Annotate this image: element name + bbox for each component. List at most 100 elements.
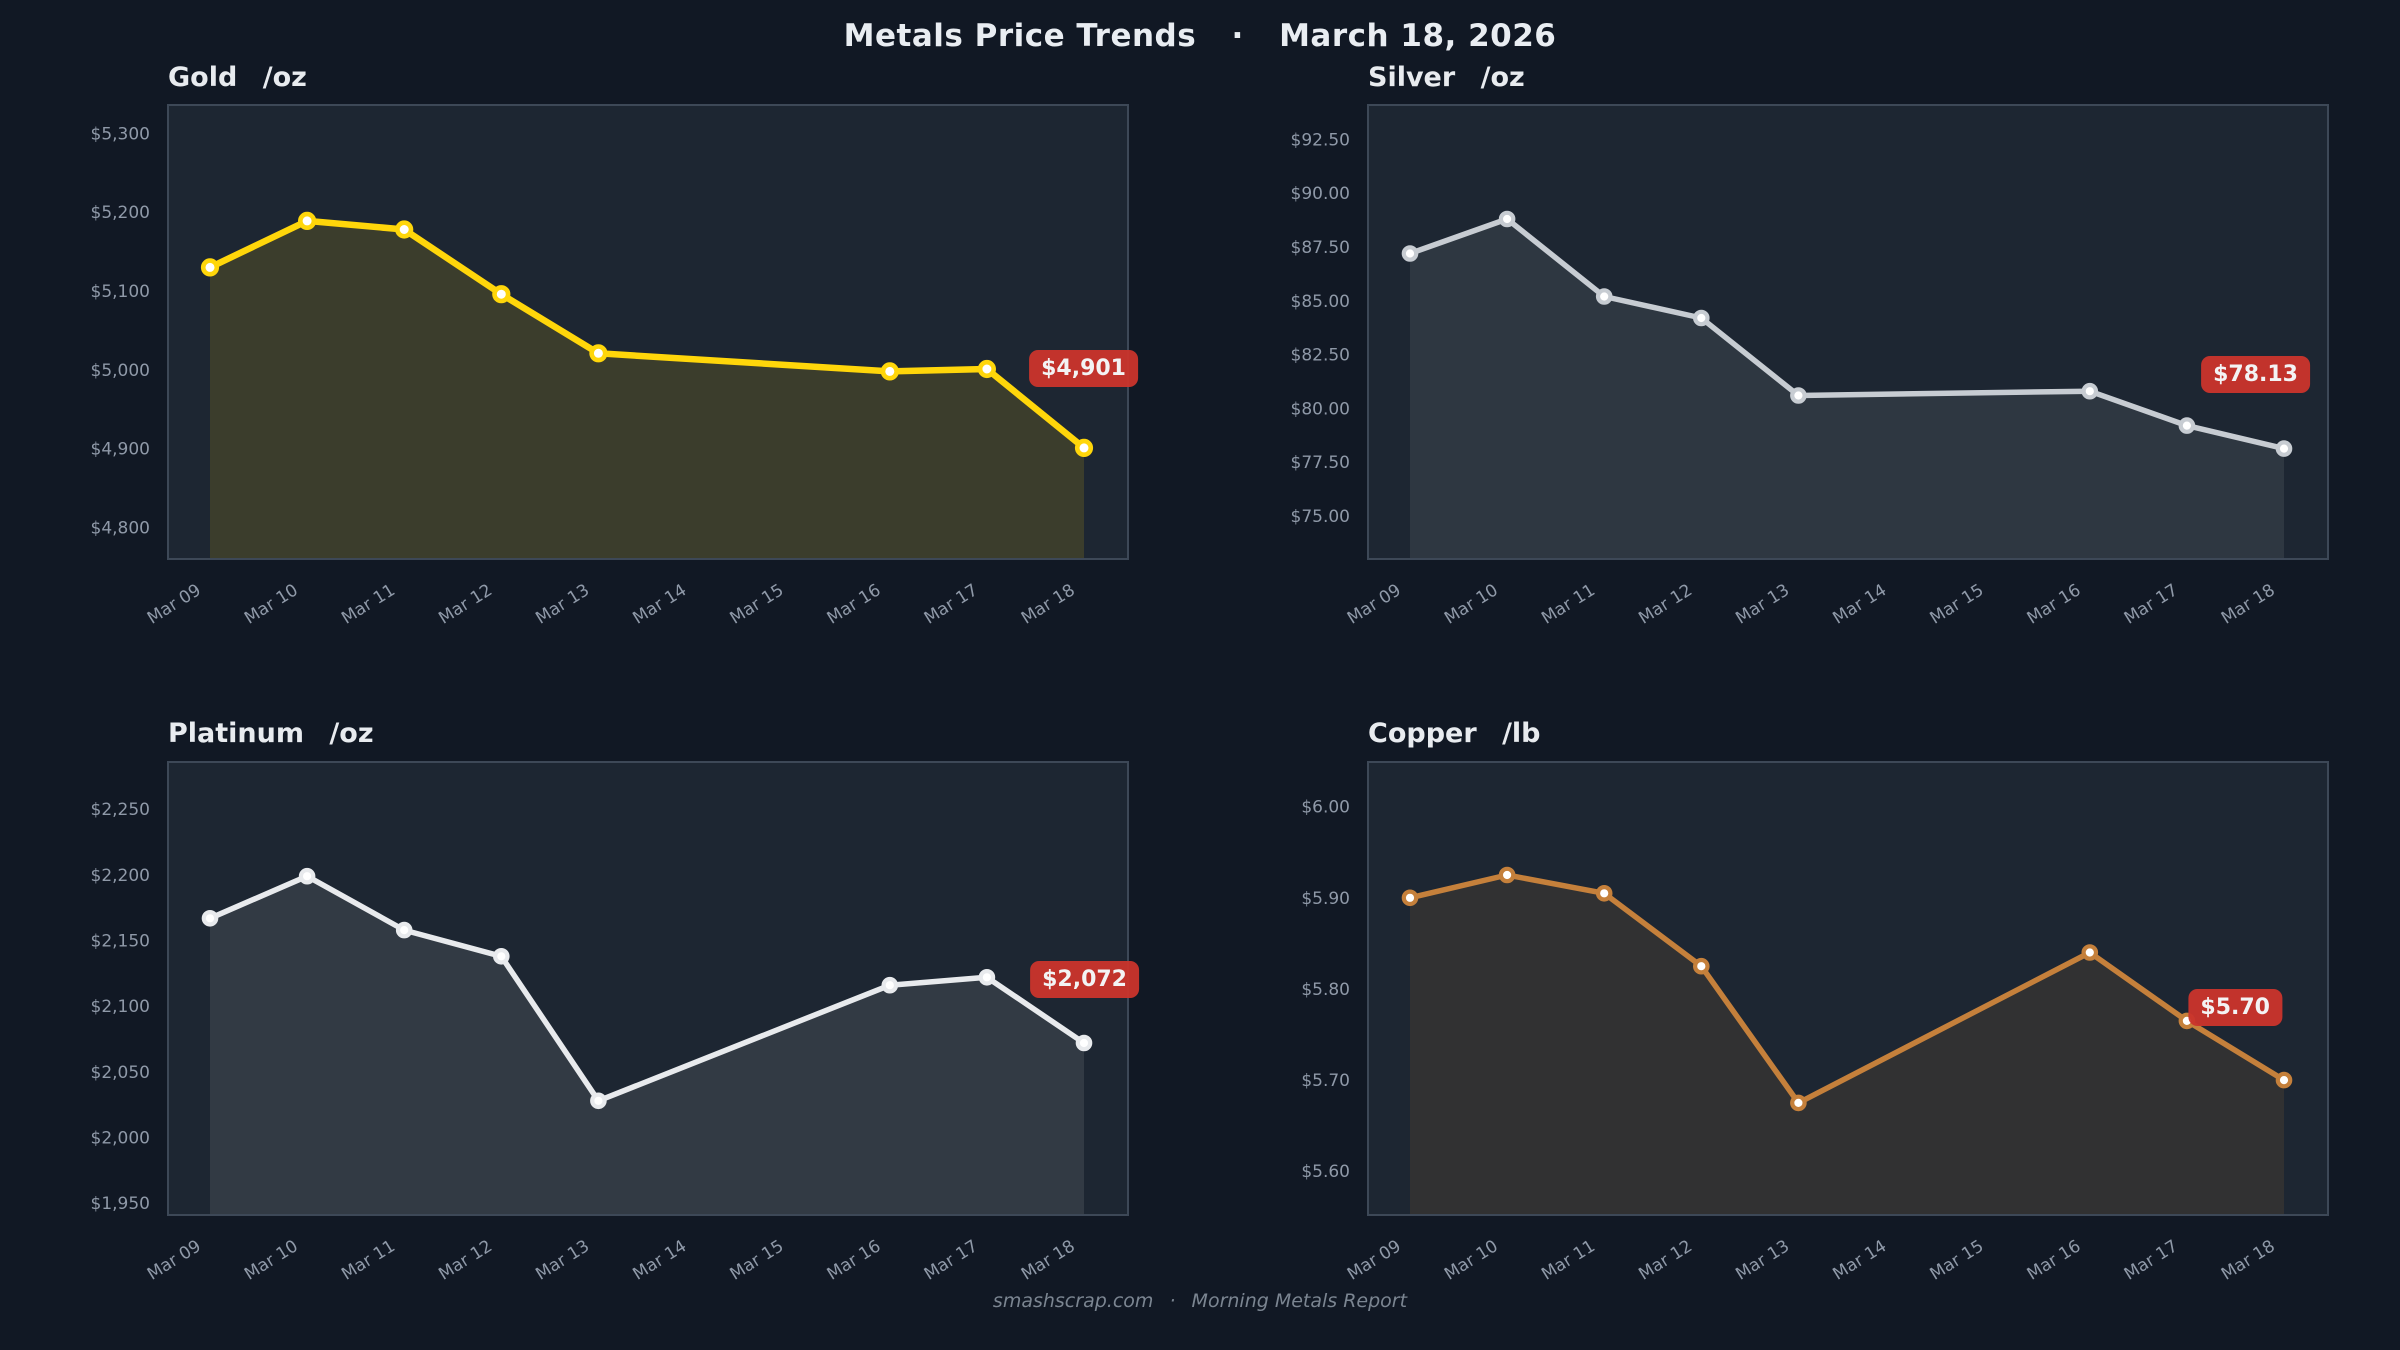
x-tick-label: Mar 15 bbox=[727, 580, 788, 628]
x-tick-label: Mar 18 bbox=[2218, 580, 2279, 628]
y-tick-label: $92.50 bbox=[1291, 130, 1350, 150]
x-tick-label: Mar 11 bbox=[338, 1236, 399, 1284]
gold-chart-unit: /oz bbox=[262, 62, 307, 93]
x-tick-label: Mar 09 bbox=[1344, 1236, 1405, 1284]
x-tick-label: Mar 10 bbox=[241, 580, 302, 628]
data-point-marker bbox=[492, 285, 511, 304]
x-tick-label: Mar 14 bbox=[629, 580, 690, 628]
data-point-marker bbox=[492, 947, 510, 965]
y-tick-label: $1,950 bbox=[91, 1194, 150, 1214]
gold-chart: Gold /oz $5,300 $5,200 $5,100 $5,000 $4,900 $… bbox=[0, 0, 1200, 675]
x-tick-label: Mar 15 bbox=[727, 1236, 788, 1284]
data-point-marker bbox=[2081, 944, 2099, 961]
price-line bbox=[1407, 216, 2287, 452]
y-tick-label: $77.50 bbox=[1291, 453, 1350, 473]
data-point-marker bbox=[1790, 387, 1807, 404]
data-point-marker bbox=[395, 220, 414, 239]
data-point-marker bbox=[881, 976, 899, 994]
data-point-marker bbox=[1595, 885, 1613, 902]
y-tick-label: $85.00 bbox=[1291, 292, 1350, 312]
plot-panel bbox=[1367, 104, 2329, 560]
price-line bbox=[1407, 872, 2287, 1106]
y-tick-label: $2,050 bbox=[91, 1063, 150, 1083]
copper-last-price-badge: $5.70 bbox=[2188, 989, 2282, 1027]
data-point-marker bbox=[1075, 1034, 1093, 1052]
y-tick-label: $87.50 bbox=[1291, 238, 1350, 258]
x-tick-label: Mar 09 bbox=[144, 580, 205, 628]
x-tick-label: Mar 12 bbox=[1635, 1236, 1696, 1284]
y-tick-label: $82.50 bbox=[1291, 346, 1350, 366]
price-line bbox=[207, 873, 1087, 1104]
y-tick-label: $5.60 bbox=[1301, 1162, 1350, 1182]
y-tick-label: $5,000 bbox=[91, 361, 150, 381]
silver-chart-title-text: Silver bbox=[1368, 62, 1456, 93]
x-tick-label: Mar 16 bbox=[2024, 580, 2085, 628]
data-point-marker bbox=[1595, 288, 1613, 305]
x-tick-label: Mar 17 bbox=[2121, 580, 2182, 628]
x-tick-label: Mar 10 bbox=[1441, 1236, 1502, 1284]
page-title-separator: · bbox=[1231, 18, 1244, 54]
x-tick-label: Mar 16 bbox=[824, 1236, 885, 1284]
x-tick-label: Mar 18 bbox=[2218, 1236, 2279, 1284]
data-point-marker bbox=[1790, 1094, 1807, 1112]
y-tick-label: $5.70 bbox=[1301, 1071, 1350, 1091]
plot-panel bbox=[1367, 761, 2329, 1216]
silver-last-price-badge: $78.13 bbox=[2201, 355, 2310, 393]
silver-chart-title: Silver /oz bbox=[1368, 62, 1525, 93]
data-point-marker bbox=[1498, 210, 1516, 228]
plot-panel bbox=[167, 104, 1129, 560]
data-point-marker bbox=[1074, 438, 1094, 458]
x-tick-label: Mar 09 bbox=[1344, 580, 1405, 628]
data-point-marker bbox=[298, 211, 317, 230]
y-tick-label: $2,200 bbox=[91, 866, 150, 886]
y-tick-label: $2,150 bbox=[91, 932, 150, 952]
x-tick-label: Mar 14 bbox=[629, 1236, 690, 1284]
data-point-marker bbox=[1498, 866, 1516, 884]
gold-last-price-badge: $4,901 bbox=[1029, 349, 1138, 388]
data-point-marker bbox=[1692, 957, 1710, 975]
y-tick-label: $5,300 bbox=[91, 124, 150, 144]
data-point-marker bbox=[589, 344, 608, 363]
y-tick-label: $4,800 bbox=[91, 518, 150, 538]
data-point-marker bbox=[2275, 440, 2293, 457]
x-tick-label: Mar 13 bbox=[1732, 1236, 1793, 1284]
plot-panel bbox=[167, 761, 1129, 1216]
platinum-last-price-badge: $2,072 bbox=[1030, 960, 1139, 999]
x-tick-label: Mar 16 bbox=[2024, 1236, 2085, 1284]
y-tick-label: $2,250 bbox=[91, 800, 150, 820]
y-tick-label: $90.00 bbox=[1291, 184, 1350, 204]
x-tick-label: Mar 11 bbox=[1538, 580, 1599, 628]
data-point-marker bbox=[2275, 1071, 2293, 1089]
footer-separator: · bbox=[1169, 1290, 1176, 1312]
page-title-date: March 18, 2026 bbox=[1279, 18, 1557, 54]
y-tick-label: $5,200 bbox=[91, 203, 150, 223]
x-tick-label: Mar 13 bbox=[1732, 580, 1793, 628]
x-tick-label: Mar 09 bbox=[144, 1236, 205, 1284]
x-tick-label: Mar 16 bbox=[824, 580, 885, 628]
data-point-marker bbox=[200, 258, 220, 277]
data-point-marker bbox=[880, 362, 899, 381]
price-area bbox=[1410, 875, 2284, 1214]
page-footer: smashscrap.com · Morning Metals Report bbox=[0, 1290, 2400, 1312]
y-tick-label: $5.90 bbox=[1301, 889, 1350, 909]
platinum-chart: Platinum /oz $2,250 $2,200 $2,150 $2,100 $2,… bbox=[0, 675, 1200, 1350]
copper-chart-title: Copper /lb bbox=[1368, 718, 1541, 749]
silver-chart-unit: /oz bbox=[1480, 62, 1525, 93]
gold-chart-title-text: Gold bbox=[168, 62, 238, 93]
gold-plot: $5,300 $5,200 $5,100 $5,000 $4,900 $4,800 Mar … bbox=[91, 104, 1129, 629]
copper-plot: $6.00 $5.90 $5.80 $5.70 $5.60 Mar 09 Mar 10 Mar… bbox=[1301, 761, 2329, 1285]
y-tick-label: $6.00 bbox=[1301, 798, 1350, 818]
copper-chart: Copper /lb $6.00 $5.90 $5.80 $5.70 $5.60 Mar … bbox=[1200, 675, 2400, 1350]
x-tick-label: Mar 17 bbox=[2121, 1236, 2182, 1284]
x-tick-label: Mar 18 bbox=[1018, 580, 1079, 628]
y-tick-label: $75.00 bbox=[1291, 507, 1350, 527]
platinum-chart-unit: /oz bbox=[329, 718, 374, 749]
x-tick-label: Mar 11 bbox=[1538, 1236, 1599, 1284]
gold-chart-title: Gold /oz bbox=[168, 62, 307, 93]
copper-chart-unit: /lb bbox=[1502, 718, 1541, 749]
x-tick-label: Mar 17 bbox=[921, 580, 982, 628]
footer-report-name: Morning Metals Report bbox=[1191, 1290, 1408, 1312]
silver-chart: Silver /oz $92.50 $90.00 $87.50 $85.00 $82.5… bbox=[1200, 0, 2400, 675]
page-title: Metals Price Trends · March 18, 2026 bbox=[0, 18, 2400, 54]
